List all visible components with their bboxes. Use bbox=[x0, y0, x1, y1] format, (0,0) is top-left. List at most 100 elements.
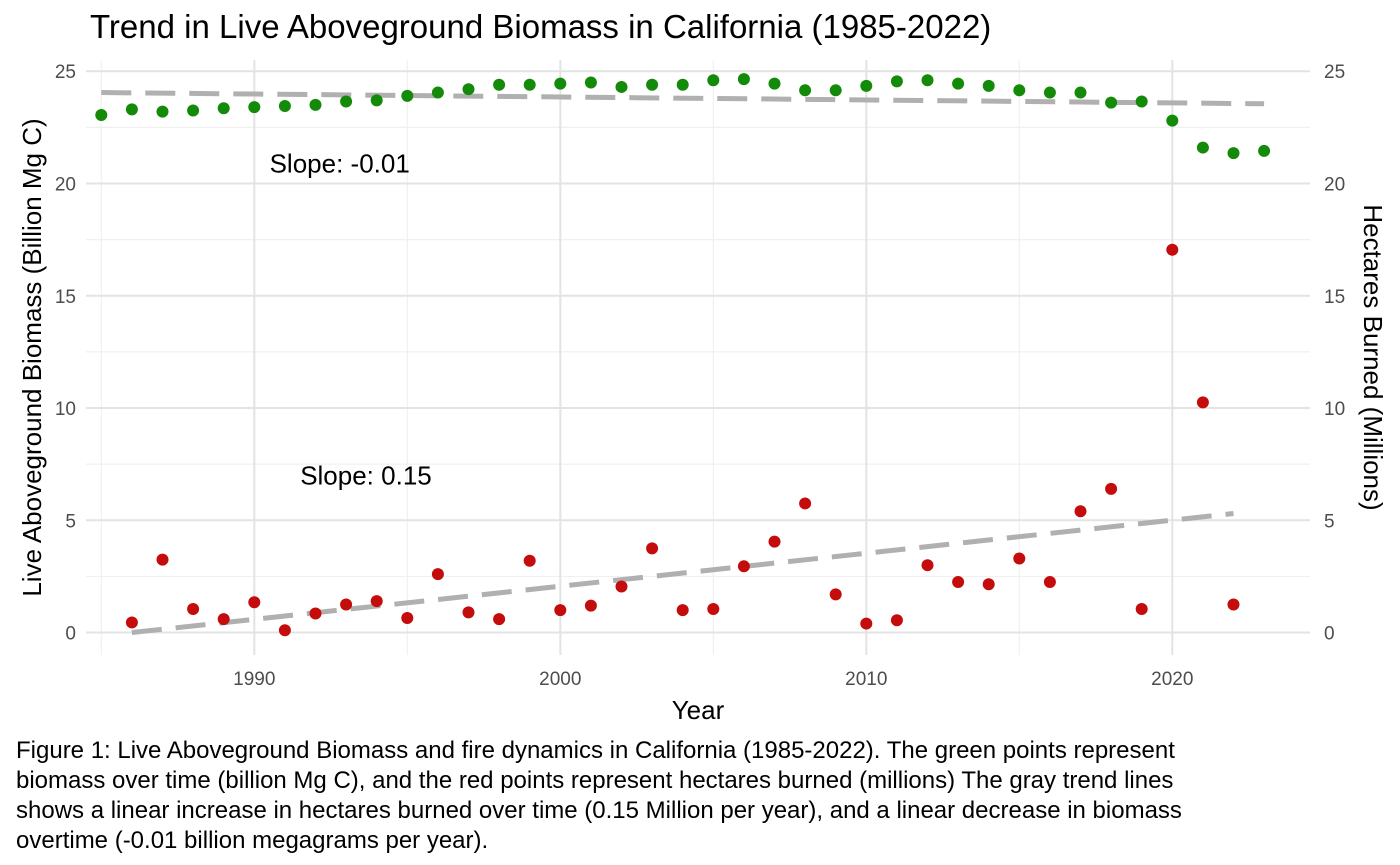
data-point-series-2 bbox=[340, 598, 353, 611]
data-point-series-2 bbox=[737, 560, 750, 573]
y-right-tick-label: 0 bbox=[1324, 624, 1335, 645]
data-point-series-1 bbox=[401, 89, 414, 102]
data-point-series-2 bbox=[278, 624, 291, 637]
data-point-series-2 bbox=[768, 535, 781, 548]
data-point-series-1 bbox=[1043, 86, 1056, 99]
data-point-series-1 bbox=[676, 78, 689, 91]
data-point-series-2 bbox=[1013, 552, 1026, 565]
data-point-series-2 bbox=[431, 568, 444, 581]
data-point-series-1 bbox=[523, 78, 536, 91]
slope-annotation: Slope: 0.15 bbox=[300, 460, 432, 490]
grid-lines bbox=[86, 60, 1310, 655]
data-point-series-1 bbox=[1227, 147, 1240, 160]
data-point-series-2 bbox=[1227, 598, 1240, 611]
annotations: Slope: -0.01 Slope: 0.15 bbox=[270, 148, 432, 490]
data-point-series-1 bbox=[493, 78, 506, 91]
data-point-series-2 bbox=[187, 602, 200, 615]
data-point-series-1 bbox=[278, 100, 291, 113]
y-axis-title-right: Hectares Burned (Millions) bbox=[1358, 204, 1388, 510]
y-right-tick-label: 15 bbox=[1324, 287, 1345, 308]
data-point-series-2 bbox=[799, 497, 812, 510]
y-right-tick-label: 25 bbox=[1324, 62, 1345, 83]
data-point-series-1 bbox=[95, 109, 108, 122]
data-point-series-2 bbox=[584, 599, 597, 612]
y-tick-label: 0 bbox=[65, 624, 76, 645]
data-point-series-2 bbox=[615, 580, 628, 593]
data-point-series-1 bbox=[554, 77, 567, 90]
data-point-series-2 bbox=[217, 613, 230, 626]
data-point-series-2 bbox=[156, 553, 169, 566]
data-point-series-1 bbox=[1105, 96, 1118, 109]
data-point-series-1 bbox=[309, 98, 322, 111]
data-point-series-1 bbox=[340, 95, 353, 108]
slope-annotation: Slope: -0.01 bbox=[270, 148, 410, 178]
data-point-series-2 bbox=[1196, 396, 1209, 409]
y-right-tick-label: 5 bbox=[1324, 511, 1335, 532]
data-point-series-2 bbox=[1105, 482, 1118, 495]
data-point-series-2 bbox=[860, 617, 873, 630]
data-point-series-1 bbox=[768, 77, 781, 90]
data-point-series-2 bbox=[248, 596, 261, 609]
data-point-series-2 bbox=[401, 611, 414, 624]
data-point-series-2 bbox=[646, 542, 659, 555]
data-point-series-2 bbox=[1135, 602, 1148, 615]
data-point-series-2 bbox=[1043, 576, 1056, 589]
data-point-series-1 bbox=[707, 74, 720, 87]
data-point-series-2 bbox=[462, 606, 475, 619]
y-tick-label: 20 bbox=[55, 174, 76, 195]
x-tick-label: 2000 bbox=[539, 669, 581, 690]
data-point-series-2 bbox=[707, 602, 720, 615]
data-point-series-1 bbox=[187, 104, 200, 117]
chart-title: Trend in Live Aboveground Biomass in Cal… bbox=[90, 8, 992, 45]
data-point-series-2 bbox=[523, 554, 536, 567]
data-point-series-1 bbox=[1166, 114, 1179, 127]
figure-caption: Figure 1: Live Aboveground Biomass and f… bbox=[16, 737, 1182, 854]
data-point-series-1 bbox=[248, 101, 261, 114]
data-point-series-1 bbox=[982, 79, 995, 92]
data-point-series-1 bbox=[217, 102, 230, 115]
data-point-series-2 bbox=[125, 616, 138, 629]
x-tick-label: 2010 bbox=[845, 669, 887, 690]
data-point-series-2 bbox=[1074, 505, 1087, 518]
y-tick-label: 15 bbox=[55, 287, 76, 308]
axis-labels: 1990 2000 2010 2020 0 5 10 15 20 25 0 5 10 15 20 25 Year… bbox=[17, 62, 1388, 725]
y-axis-title: Live Aboveground Biomass (Billion Mg C) bbox=[17, 118, 47, 596]
data-point-series-2 bbox=[554, 604, 567, 617]
data-point-series-2 bbox=[921, 559, 934, 572]
x-axis-title: Year bbox=[672, 695, 725, 725]
data-point-series-2 bbox=[493, 613, 506, 626]
data-point-series-1 bbox=[370, 94, 383, 107]
data-point-series-1 bbox=[584, 76, 597, 89]
data-point-series-2 bbox=[952, 576, 965, 589]
data-point-series-2 bbox=[370, 595, 383, 608]
data-point-series-1 bbox=[125, 103, 138, 116]
data-point-series-1 bbox=[1135, 95, 1148, 108]
x-tick-label: 2020 bbox=[1151, 669, 1193, 690]
data-point-series-1 bbox=[921, 74, 934, 87]
data-point-series-1 bbox=[952, 77, 965, 90]
data-point-series-1 bbox=[156, 105, 169, 118]
data-point-series-1 bbox=[737, 73, 750, 86]
data-point-series-1 bbox=[462, 83, 475, 96]
data-point-series-1 bbox=[1074, 86, 1087, 99]
y-tick-label: 5 bbox=[65, 511, 76, 532]
data-point-series-1 bbox=[615, 80, 628, 93]
data-point-series-1 bbox=[431, 86, 444, 99]
x-tick-label: 1990 bbox=[233, 669, 275, 690]
data-point-series-1 bbox=[1258, 144, 1271, 157]
y-right-tick-label: 10 bbox=[1324, 399, 1345, 420]
data-point-series-1 bbox=[1196, 141, 1209, 154]
data-point-series-1 bbox=[646, 78, 659, 91]
data-point-series-2 bbox=[890, 614, 903, 627]
data-point-series-2 bbox=[829, 588, 842, 601]
data-point-series-1 bbox=[799, 84, 812, 97]
data-point-series-2 bbox=[1166, 243, 1179, 256]
data-points bbox=[95, 73, 1271, 637]
data-point-series-1 bbox=[1013, 84, 1026, 97]
trend-line-1 bbox=[101, 90, 1265, 107]
data-point-series-2 bbox=[676, 604, 689, 617]
y-right-tick-label: 20 bbox=[1324, 174, 1345, 195]
data-point-series-2 bbox=[309, 607, 322, 620]
data-point-series-1 bbox=[829, 84, 842, 97]
